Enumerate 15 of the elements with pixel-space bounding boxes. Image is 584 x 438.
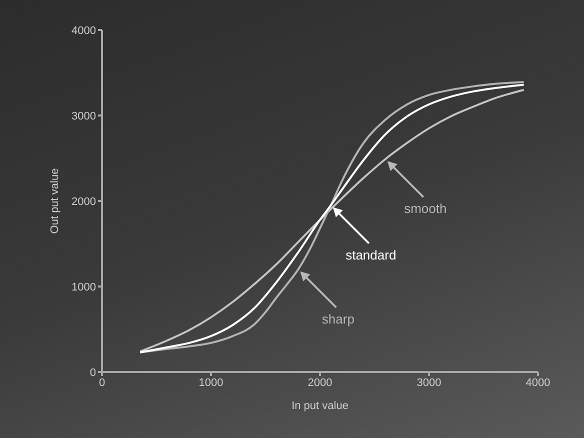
annotation: standard [346,247,396,262]
y-tick-label: 1000 [72,281,96,294]
annotation: sharp [322,311,354,326]
y-tick-label: 0 [90,366,96,379]
y-tick-label: 2000 [72,196,96,208]
y-tick-label: 4000 [72,24,96,37]
x-tick-label: 1000 [198,376,224,389]
x-tick-label: 3000 [416,376,442,389]
x-tick-label: 0 [98,376,106,389]
y-tick-label: 3000 [72,110,96,122]
x-tick-label: 2000 [308,376,332,389]
y-axis-title: Out put value [48,168,61,234]
x-tick-label: 4000 [526,376,550,389]
x-axis-title: In put value [292,400,348,412]
annotation: smooth [404,201,447,216]
